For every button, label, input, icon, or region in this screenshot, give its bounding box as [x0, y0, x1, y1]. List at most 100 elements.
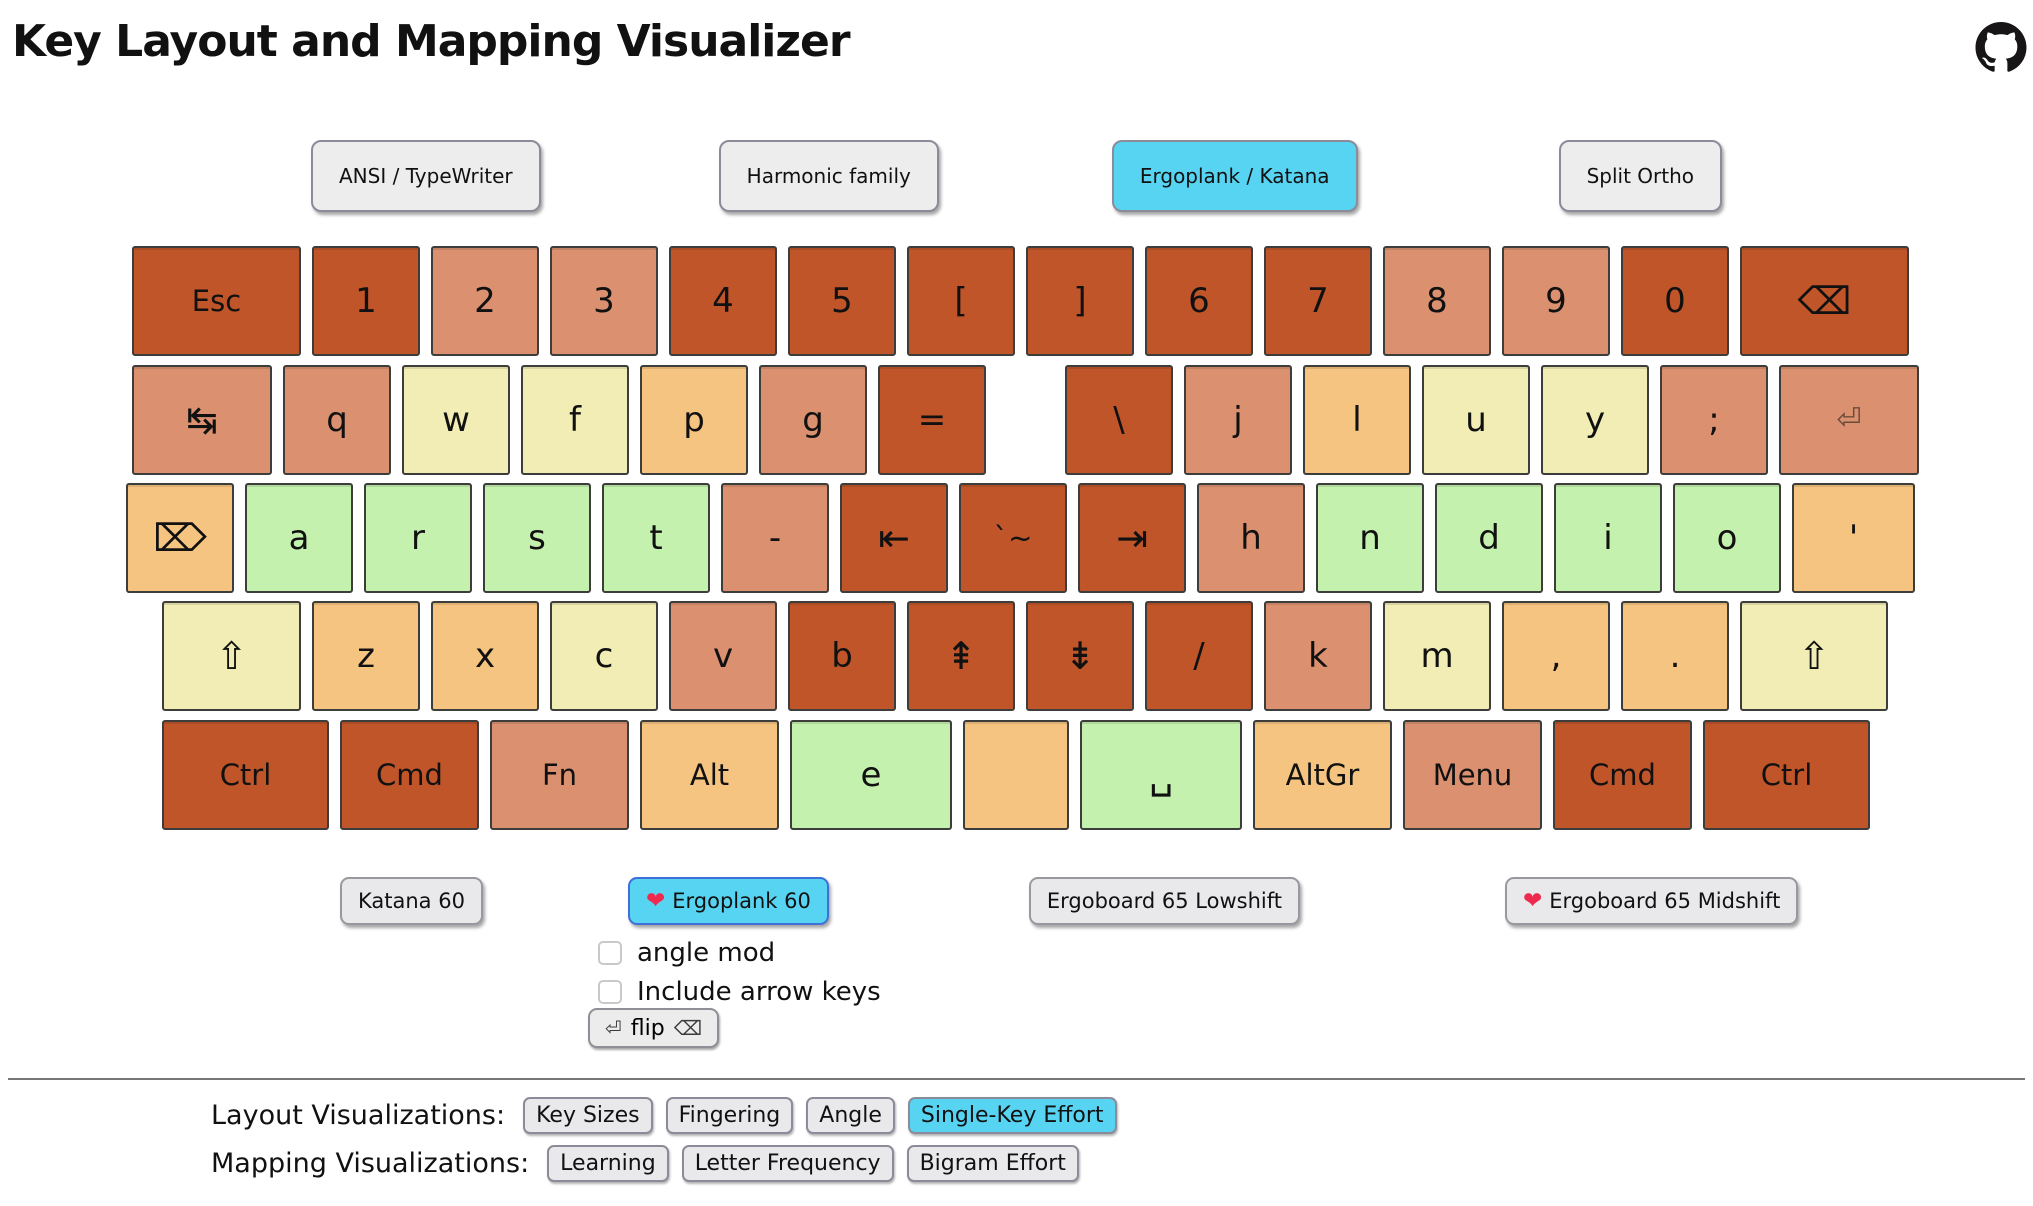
- key-label: Cmd: [1589, 757, 1656, 792]
- key-label: s: [528, 518, 546, 558]
- key-rbracket: ]: [1026, 246, 1134, 356]
- key-5: 5: [788, 246, 896, 356]
- key-label: w: [442, 400, 470, 440]
- mapping-viz-label: Mapping Visualizations:: [211, 1147, 530, 1179]
- flip-button-label: flip: [630, 1015, 665, 1041]
- key-label: -: [768, 518, 782, 558]
- space-icon: ␣: [1148, 753, 1174, 797]
- key-label: Alt: [689, 757, 730, 792]
- viz-button-bigram-effort[interactable]: Bigram Effort: [906, 1144, 1079, 1182]
- key-x: x: [431, 601, 539, 711]
- key-w: w: [402, 365, 510, 475]
- key-g: g: [759, 365, 867, 475]
- options: angle mod Include arrow keys: [598, 938, 881, 1007]
- enter-icon: ⏎: [1836, 402, 1862, 437]
- key-tab: ↹: [132, 365, 272, 475]
- key-backspace: ⌫: [1740, 246, 1909, 356]
- key-end: ⇥: [1078, 483, 1186, 593]
- key-3: 3: [550, 246, 658, 356]
- viz-button-learning[interactable]: Learning: [547, 1144, 669, 1182]
- keyboard-row-4: ⇧ z x c v b ⇞ ⇟ / k m,. ⇧: [162, 601, 1888, 711]
- key-menu: Menu: [1403, 720, 1542, 830]
- key-z: z: [312, 601, 420, 711]
- layout-button-label: Ergoplank 60: [672, 889, 811, 913]
- tab-ansi-typewriter[interactable]: ANSI / TypeWriter: [311, 140, 541, 212]
- key-blank: [963, 720, 1069, 830]
- mapping-viz-row: Mapping Visualizations: Learning Letter …: [211, 1142, 1079, 1184]
- layout-button-katana-60[interactable]: Katana 60: [340, 877, 483, 925]
- key-c: c: [550, 601, 658, 711]
- key-0: 0: [1621, 246, 1729, 356]
- key-delete-forward: ⌦: [126, 483, 234, 593]
- github-icon[interactable]: [1975, 22, 2027, 73]
- key-cmd-right: Cmd: [1553, 720, 1692, 830]
- tab-ergoplank-katana[interactable]: Ergoplank / Katana: [1111, 140, 1358, 212]
- keyboard-row-3: ⌦ a r s t - ⇤ `~ ⇥ h n d i o ': [126, 483, 1915, 593]
- key-label: Ctrl: [1760, 757, 1813, 792]
- key-label: ]: [1073, 281, 1087, 321]
- key-label: c: [594, 636, 614, 676]
- viz-button-key-sizes[interactable]: Key Sizes: [523, 1096, 653, 1134]
- key-h: h: [1197, 483, 1305, 593]
- keyboard-row-5: Ctrl Cmd Fn Alt e ␣ AltGr Menu Cmd Ctrl: [162, 720, 1870, 830]
- key-semicolon: ;: [1660, 365, 1768, 475]
- layout-viz-row: Layout Visualizations: Key Sizes Fingeri…: [211, 1094, 1117, 1136]
- layout-viz-buttons: Key Sizes Fingering Angle Single-Key Eff…: [523, 1096, 1117, 1134]
- key-label: 2: [474, 281, 496, 321]
- key-label: 3: [593, 281, 615, 321]
- keyboard-row-2: ↹ q w f p g = \ j l u y; ⏎: [132, 365, 1919, 475]
- key-y: y: [1541, 365, 1649, 475]
- heart-icon: ❤: [1522, 888, 1543, 914]
- key-label: Fn: [541, 757, 578, 792]
- key-page-up: ⇞: [907, 601, 1015, 711]
- key-label: \: [1113, 400, 1125, 440]
- option-label: angle mod: [637, 938, 776, 968]
- key-home: ⇤: [840, 483, 948, 593]
- key-n: n: [1316, 483, 1424, 593]
- key-label: [: [954, 281, 968, 321]
- key-label: 6: [1188, 281, 1210, 321]
- tab-split-ortho[interactable]: Split Ortho: [1558, 140, 1722, 212]
- flip-button[interactable]: ⏎ flip ⌫: [588, 1008, 719, 1048]
- layout-viz-label: Layout Visualizations:: [211, 1099, 506, 1131]
- checkbox-angle-mod[interactable]: [598, 941, 622, 965]
- viz-button-letter-frequency[interactable]: Letter Frequency: [681, 1144, 894, 1182]
- key-9: 9: [1502, 246, 1610, 356]
- option-angle-mod: angle mod: [598, 938, 881, 968]
- key-e: e: [790, 720, 952, 830]
- key-label: d: [1478, 518, 1500, 558]
- tab-harmonic-family[interactable]: Harmonic family: [718, 140, 939, 212]
- key-1: 1: [312, 246, 420, 356]
- key-label: ': [1848, 518, 1859, 558]
- key-label: n: [1359, 518, 1381, 558]
- key-a: a: [245, 483, 353, 593]
- key-label: j: [1233, 400, 1243, 440]
- checkbox-include-arrow-keys[interactable]: [598, 980, 622, 1004]
- viz-button-fingering[interactable]: Fingering: [665, 1096, 794, 1134]
- key-label: 8: [1426, 281, 1448, 321]
- key-label: a: [288, 518, 310, 558]
- key-l: l: [1303, 365, 1411, 475]
- key-p: p: [640, 365, 748, 475]
- layout-button-ergoplank-60[interactable]: ❤ Ergoplank 60: [627, 877, 829, 925]
- heart-icon: ❤: [645, 888, 666, 914]
- shift-icon: ⇧: [1798, 634, 1830, 678]
- layout-button-label: Ergoboard 65 Midshift: [1549, 889, 1781, 913]
- key-f: f: [521, 365, 629, 475]
- key-d: d: [1435, 483, 1543, 593]
- key-label: p: [683, 400, 705, 440]
- key-7: 7: [1264, 246, 1372, 356]
- page-down-icon: ⇟: [1064, 634, 1096, 678]
- backspace-icon: ⌫: [673, 1016, 702, 1040]
- viz-button-angle[interactable]: Angle: [806, 1096, 895, 1134]
- layout-button-ergoboard-65-lowshift[interactable]: Ergoboard 65 Lowshift: [1028, 877, 1300, 925]
- key-esc: Esc: [132, 246, 301, 356]
- key-label: m: [1420, 636, 1454, 676]
- layout-button-ergoboard-65-midshift[interactable]: ❤ Ergoboard 65 Midshift: [1504, 877, 1799, 925]
- divider: [8, 1078, 2025, 1080]
- key-label: y: [1584, 400, 1606, 440]
- viz-button-single-key-effort[interactable]: Single-Key Effort: [907, 1096, 1117, 1134]
- backspace-icon: ⌫: [1797, 279, 1852, 323]
- key-slash: /: [1145, 601, 1253, 711]
- key-label: `~: [993, 520, 1033, 555]
